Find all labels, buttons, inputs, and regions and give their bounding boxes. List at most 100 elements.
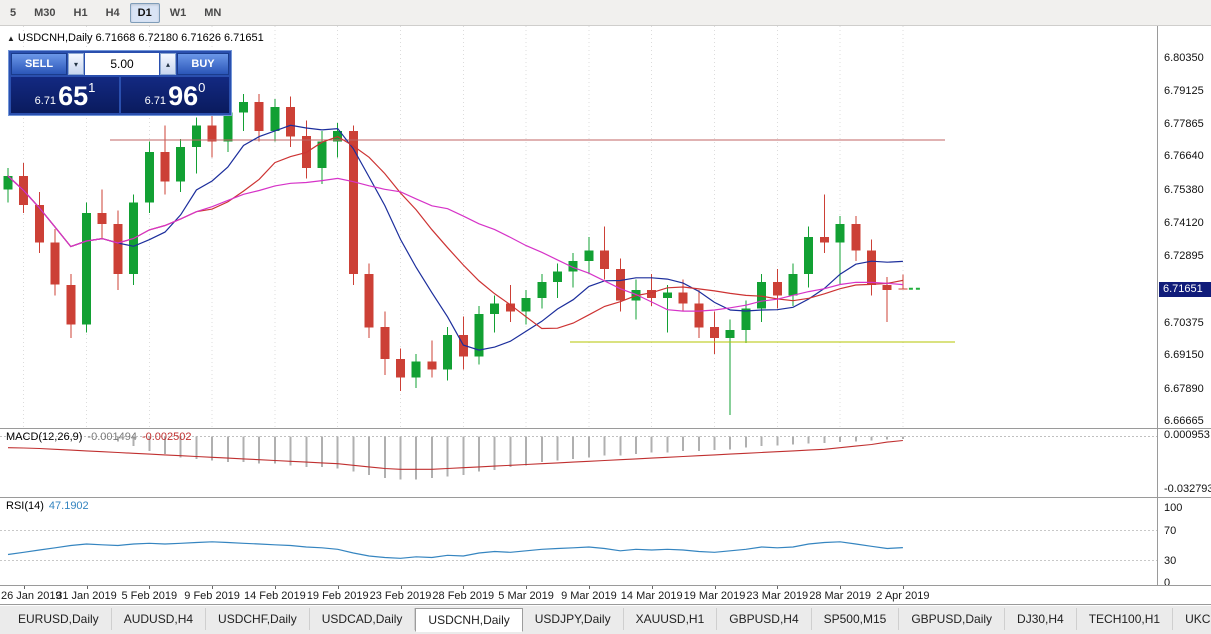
price-tick: 6.77865	[1164, 117, 1204, 130]
rsi-splitter[interactable]	[0, 497, 1211, 498]
sell-price-big: 65	[58, 81, 89, 112]
price-tick: 6.75380	[1164, 183, 1204, 196]
chart-title: ▲ USDCNH,Daily 6.71668 6.72180 6.71626 6.…	[7, 32, 264, 44]
chart-tab-XAUUSD,H1[interactable]: XAUUSD,H1	[624, 608, 718, 630]
date-axis-tick	[902, 586, 904, 589]
sell-button[interactable]: SELL	[11, 53, 67, 75]
rsi-scale-tick: 70	[1164, 524, 1177, 537]
price-scale[interactable]: 6.71651 6.80350 6.79125 6.77865 6.76640 6.75…	[1157, 26, 1211, 589]
timeframe-button-D1[interactable]: D1	[129, 2, 160, 23]
buy-price-display[interactable]: 6.71 96 0	[121, 77, 229, 113]
date-label: 19 Mar 2019	[683, 590, 746, 602]
macd-scale-tick: -0.032793	[1164, 483, 1211, 495]
sell-price-display[interactable]: 6.71 65 1	[11, 77, 119, 113]
chart-tab-GBPUSD,H4[interactable]: GBPUSD,H4	[717, 608, 812, 630]
date-axis-tick	[526, 586, 528, 589]
chart-tabs: EURUSD,Daily AUDUSD,H4 USDCHF,Daily USDCAD,…	[0, 605, 1211, 634]
date-label: 28 Mar 2019	[809, 590, 871, 602]
price-tick: 6.80350	[1164, 52, 1204, 64]
buy-button[interactable]: BUY	[177, 53, 229, 75]
chart-tab-EURUSD,Daily[interactable]: EURUSD,Daily	[6, 608, 112, 630]
macd-splitter[interactable]	[0, 428, 1211, 429]
rsi-value: 47.1902	[48, 500, 89, 512]
sell-price-small: 6.71	[34, 95, 57, 107]
timeframe-toolbar: 5 M30 H1 H4 D1 W1 MN	[0, 0, 1211, 26]
axis-splitter	[0, 585, 1211, 586]
chart-tab-USDCHF,Daily[interactable]: USDCHF,Daily	[206, 608, 310, 630]
price-tick: 6.76640	[1164, 150, 1204, 163]
current-price-badge: 6.71651	[1159, 281, 1211, 297]
price-tick: 6.72895	[1164, 249, 1204, 262]
chart-tab-GBPUSD,Daily[interactable]: GBPUSD,Daily	[899, 608, 1006, 630]
main-chart-panel[interactable]: ▲ USDCNH,Daily 6.71668 6.72180 6.71626 6.…	[0, 26, 1157, 428]
buy-price-small: 6.71	[144, 95, 167, 107]
date-label: 9 Mar 2019	[561, 590, 617, 602]
chart-tab-USDCNH,Daily[interactable]: USDCNH,Daily	[415, 608, 523, 632]
chart-symbol-label: USDCNH,Daily	[17, 32, 93, 44]
chevron-up-icon: ▴	[165, 59, 170, 69]
timeframe-button-H1[interactable]: H1	[73, 6, 88, 19]
volume-decrease-button[interactable]: ▾	[68, 53, 84, 75]
timeframe-button-MN[interactable]: MN	[204, 6, 222, 19]
chart-tab-USDJPY,Daily[interactable]: USDJPY,Daily	[523, 608, 624, 630]
macd-main-value: -0.001494	[87, 431, 137, 443]
date-label: 14 Mar 2019	[620, 590, 683, 602]
date-label: 2 Apr 2019	[876, 590, 930, 602]
rsi-chart[interactable]	[0, 498, 1157, 585]
date-axis-tick	[149, 586, 151, 589]
chart-tab-SP500,M15[interactable]: SP500,M15	[812, 608, 900, 630]
date-axis-tick	[212, 586, 214, 589]
chart-tab-UKC[interactable]: UKC	[1173, 608, 1211, 630]
rsi-label: RSI(14) 47.1902	[6, 500, 89, 512]
date-label: 19 Feb 2019	[306, 590, 369, 602]
chart-symbol-icon: ▲	[7, 34, 15, 43]
rsi-scale-tick: 30	[1164, 554, 1177, 567]
date-axis-tick	[840, 586, 842, 589]
date-axis-tick	[588, 586, 590, 589]
chart-tab-AUDUSD,H4[interactable]: AUDUSD,H4	[112, 608, 207, 630]
date-axis-tick	[400, 586, 402, 589]
date-axis-tick	[463, 586, 465, 589]
candlestick-chart[interactable]	[0, 26, 1157, 428]
chart-tab-TECH100,H1[interactable]: TECH100,H1	[1077, 608, 1174, 630]
chart-tab-USDCAD,Daily[interactable]: USDCAD,Daily	[310, 608, 416, 630]
chart-tab-DJ30,H4[interactable]: DJ30,H4	[1005, 608, 1077, 630]
rsi-scale-tick: 0	[1164, 577, 1171, 589]
chevron-down-icon: ▾	[73, 59, 78, 69]
date-label: 31 Jan 2019	[56, 590, 117, 602]
chart-ohlc-values: 6.71668 6.72180 6.71626 6.71651	[95, 32, 264, 44]
macd-signal-value: -0.002502	[141, 431, 192, 443]
timeframe-button-W1[interactable]: W1	[169, 6, 187, 19]
date-axis[interactable]: 26 Jan 2019 31 Jan 2019 5 Feb 2019 9 Feb 20…	[0, 586, 1157, 604]
timeframe-button-M30[interactable]: M30	[34, 6, 56, 19]
macd-chart[interactable]	[0, 429, 1157, 497]
date-axis-tick	[651, 586, 653, 589]
price-tick: 6.74120	[1164, 217, 1204, 230]
date-axis-tick	[23, 586, 25, 589]
buy-price-big: 96	[168, 81, 199, 112]
date-label: 5 Mar 2019	[498, 590, 554, 602]
date-axis-tick	[337, 586, 339, 589]
date-axis-tick	[86, 586, 88, 589]
macd-label: MACD(12,26,9) -0.001494 -0.002502	[6, 431, 192, 443]
price-tick: 6.69150	[1164, 349, 1204, 362]
rsi-scale-tick: 100	[1164, 502, 1183, 514]
macd-scale-tick: 0.000953	[1164, 429, 1210, 441]
date-label: 23 Mar 2019	[746, 590, 809, 602]
date-label: 9 Feb 2019	[184, 590, 240, 602]
date-axis-tick	[714, 586, 716, 589]
one-click-trading-panel: SELL ▾ 5.00 ▴ BUY 6.71 65 1 6.71 96 0	[8, 50, 232, 116]
price-tick: 6.67890	[1164, 382, 1204, 395]
trade-controls-row: SELL ▾ 5.00 ▴ BUY	[11, 53, 229, 75]
timeframe-button-5[interactable]: 5	[10, 6, 17, 19]
rsi-panel[interactable]: RSI(14) 47.1902	[0, 498, 1157, 585]
trade-prices-row: 6.71 65 1 6.71 96 0	[11, 77, 229, 113]
timeframe-button-H4[interactable]: H4	[105, 6, 120, 19]
macd-panel[interactable]: MACD(12,26,9) -0.001494 -0.002502	[0, 429, 1157, 497]
rsi-name: RSI(14)	[6, 500, 44, 512]
volume-input[interactable]: 5.00	[85, 53, 159, 75]
price-tick: 6.66665	[1164, 415, 1204, 427]
volume-increase-button[interactable]: ▴	[160, 53, 176, 75]
date-label: 14 Feb 2019	[244, 590, 306, 602]
